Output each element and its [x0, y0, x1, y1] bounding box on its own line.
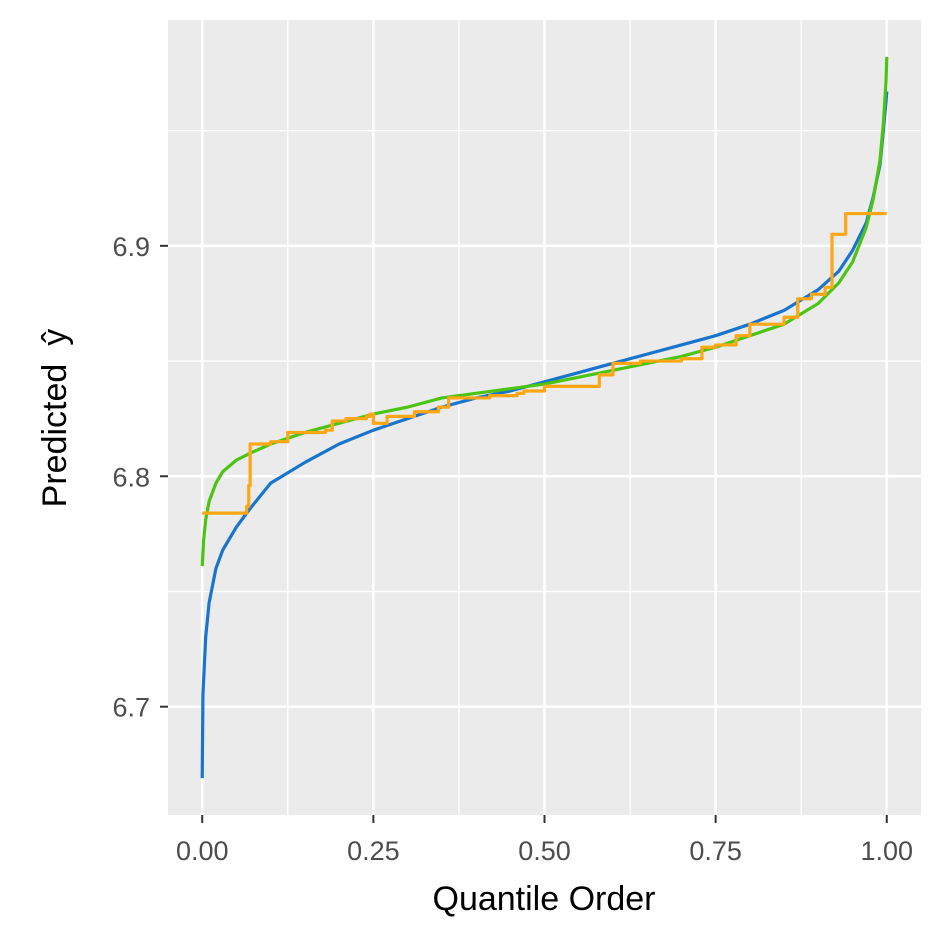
y-axis-ticks: 6.7 6.8 6.9 — [112, 232, 168, 723]
y-axis-title-symbol: ŷ — [36, 329, 74, 346]
x-axis-title: Quantile Order — [433, 880, 656, 918]
y-axis-title-group: Predicted ŷ — [36, 329, 74, 508]
x-tick-label: 0.00 — [176, 836, 229, 866]
x-tick-label: 0.75 — [689, 836, 742, 866]
x-tick-label: 0.50 — [518, 836, 571, 866]
series-layer — [200, 56, 889, 779]
x-tick-label: 0.25 — [347, 836, 400, 866]
series-line-2 — [200, 56, 889, 567]
x-tick-label: 1.00 — [860, 836, 913, 866]
y-axis-title-text: Predicted — [36, 364, 74, 508]
grid-major — [168, 20, 921, 815]
x-axis-ticks: 0.00 0.25 0.50 0.75 1.00 — [176, 815, 913, 866]
series-line-3 — [202, 211, 887, 515]
series-line-1 — [200, 91, 889, 779]
y-tick-label: 6.7 — [112, 693, 150, 723]
y-tick-label: 6.9 — [112, 232, 150, 262]
y-axis-title: Predicted ŷ — [36, 329, 74, 508]
y-tick-label: 6.8 — [112, 462, 150, 492]
